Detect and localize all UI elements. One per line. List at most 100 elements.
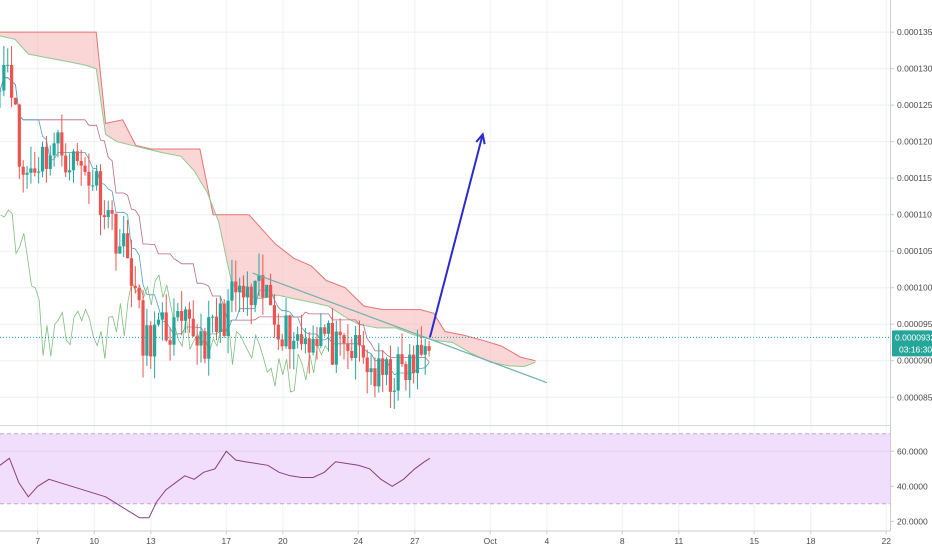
candle-body	[83, 165, 87, 172]
trendline[interactable]	[252, 272, 548, 384]
candle-body	[52, 143, 56, 156]
x-tick-label: 18	[806, 536, 816, 546]
candle-body	[354, 334, 358, 359]
candle-body	[33, 168, 37, 173]
candle-body	[172, 317, 176, 345]
candle-body	[9, 64, 14, 98]
candle-body	[203, 331, 207, 359]
rsi-band	[0, 433, 890, 504]
candle-body	[241, 285, 246, 298]
rsi-tick-label: 40.0000	[897, 481, 928, 491]
candle-body	[319, 327, 323, 346]
candle-body	[361, 345, 365, 358]
candle-body	[56, 132, 60, 144]
candle-body	[176, 311, 180, 318]
candle-body	[326, 322, 331, 334]
candle-body	[404, 364, 408, 381]
rsi-line	[0, 450, 431, 519]
candle-body	[288, 315, 292, 350]
candle-body	[0, 90, 2, 92]
candle-body	[226, 300, 230, 336]
candle-body	[369, 368, 373, 373]
x-tick-label: 27	[410, 536, 420, 546]
candle-body	[98, 171, 103, 216]
drawing-annotations[interactable]	[252, 132, 548, 384]
candle-body	[37, 171, 41, 173]
base-line	[0, 77, 430, 363]
candle-body	[315, 338, 319, 346]
candle-body	[114, 213, 118, 254]
x-tick-label: 10	[90, 536, 100, 546]
candle-body	[415, 344, 420, 374]
x-tick-label: 24	[354, 536, 364, 546]
candle-body	[253, 280, 257, 306]
rsi-panel	[0, 425, 890, 519]
x-tick-label: 7	[35, 536, 40, 546]
candle-body	[214, 316, 219, 333]
candle-body	[419, 344, 423, 355]
candle-body	[245, 286, 249, 298]
candle-body	[180, 311, 184, 321]
candle-body	[396, 354, 400, 391]
candle-body	[280, 339, 284, 347]
x-tick-label: 11	[674, 536, 683, 546]
x-tick-label: 22	[881, 536, 891, 546]
candle-body	[276, 324, 280, 340]
candle-body	[234, 281, 238, 293]
candle-body	[222, 303, 226, 336]
candle-body	[357, 334, 362, 346]
candle-body	[75, 151, 79, 161]
candle-body	[21, 166, 25, 175]
candle-body	[384, 359, 389, 375]
candle-body	[365, 357, 369, 373]
candle-body	[350, 350, 354, 359]
candle-body	[48, 155, 52, 169]
candle-body	[40, 146, 45, 172]
candle-body	[199, 331, 203, 346]
candle-body	[95, 171, 99, 186]
candle-body	[284, 315, 288, 347]
candle-body	[141, 300, 145, 356]
candle-body	[168, 340, 172, 345]
candle-body	[292, 340, 296, 350]
candle-body	[400, 354, 404, 365]
x-tick-label: 15	[750, 536, 760, 546]
candle-body	[137, 288, 141, 301]
span-b-line	[0, 31, 536, 362]
candle-body	[64, 155, 68, 173]
candle-body	[303, 338, 307, 345]
candle-body	[187, 309, 192, 319]
candle-body	[2, 64, 6, 91]
candle-body	[110, 209, 114, 214]
candle-body	[408, 354, 412, 381]
forecast-arrow[interactable]	[428, 134, 484, 338]
candle-body	[427, 346, 431, 351]
x-tick-label: 20	[278, 536, 288, 546]
candle-body	[102, 215, 106, 218]
candle-body	[191, 318, 195, 337]
candle-body	[44, 146, 48, 169]
candle-body	[87, 171, 91, 186]
rsi-tick-label: 60.0000	[897, 446, 928, 456]
candle-body	[25, 172, 29, 175]
candle-body	[342, 335, 346, 344]
current-price-label: 0.0000932	[895, 332, 932, 342]
candle-body	[133, 285, 137, 289]
candle-body	[67, 170, 72, 173]
candlestick-series	[0, 45, 890, 409]
candle-body	[160, 312, 164, 320]
candle-body	[307, 338, 311, 353]
candle-body	[388, 359, 393, 392]
candle-body	[346, 343, 350, 351]
